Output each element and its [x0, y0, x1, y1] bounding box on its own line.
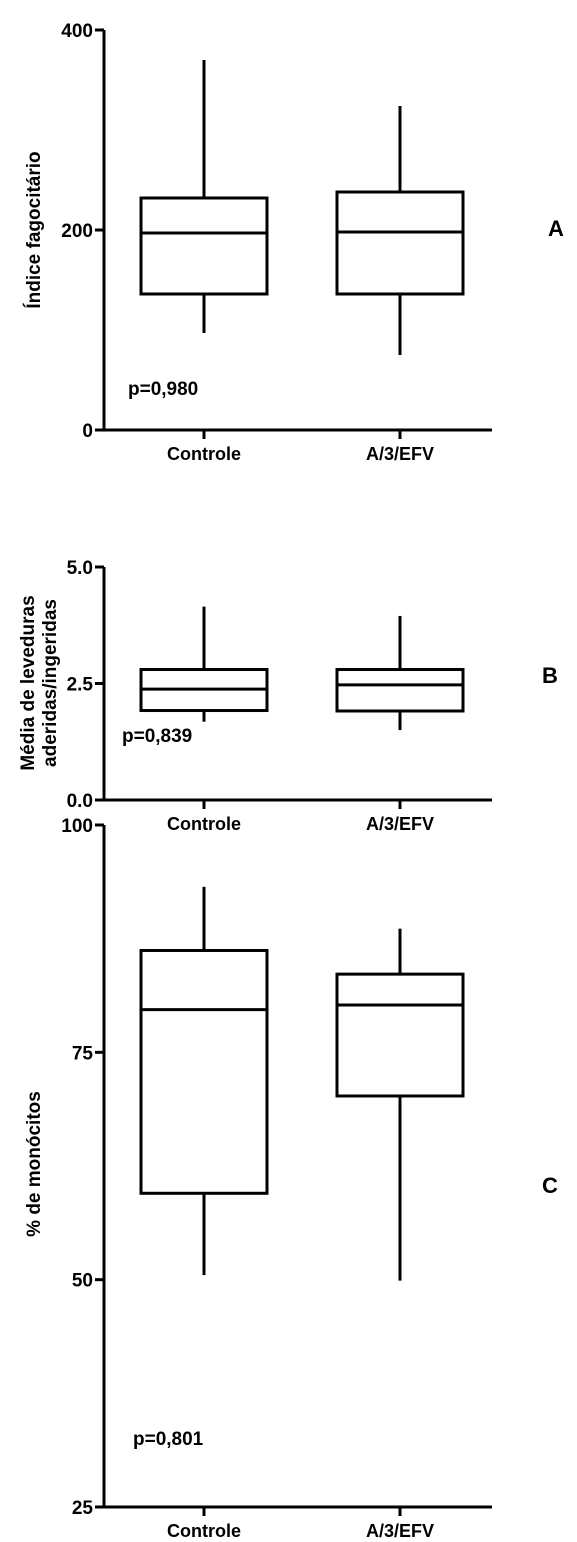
iqr-box [139, 948, 269, 1195]
iqr-box [335, 972, 465, 1098]
y-axis-title: % de monócitos [24, 1091, 45, 1237]
y-tick-label: 200 [61, 221, 93, 242]
y-tick-label: 25 [72, 1498, 94, 1519]
x-tick-label: A/3/EFV [366, 444, 434, 464]
iqr-box [335, 668, 465, 713]
y-tick-label: 100 [61, 816, 93, 837]
box-a3efv [335, 615, 465, 731]
x-tick-label: Controle [167, 1521, 241, 1541]
y-tick-label: 400 [61, 21, 93, 42]
box-a3efv [335, 106, 465, 355]
y-tick-label: 2.5 [67, 675, 94, 696]
y-tick-label: 0.0 [67, 791, 93, 812]
panel-label: B [542, 663, 558, 688]
x-tick-label: Controle [167, 814, 241, 834]
x-tick-label: A/3/EFV [366, 1521, 434, 1541]
y-axis-title-line: aderidas/ingeridas [40, 599, 61, 767]
iqr-box [335, 190, 465, 296]
chart-panel-a: 0 200 400 Controle A/3/EFV Índice fagocitário… [23, 21, 564, 464]
y-axis-title: Índice fagocitário [23, 151, 45, 308]
y-axis-title-line: Média de leveduras [18, 595, 39, 770]
y-tick-label: 75 [72, 1043, 94, 1064]
box-a3efv [335, 928, 465, 1281]
box-controle [139, 606, 269, 722]
panel-label: C [542, 1173, 558, 1198]
y-tick-label: 50 [72, 1271, 93, 1292]
panel-label: A [548, 216, 564, 241]
chart-panel-c: 25 50 75 100 Controle A/3/EFV % de monócitos p=… [24, 816, 558, 1541]
box-controle [139, 886, 269, 1276]
x-tick-label: Controle [167, 444, 241, 464]
box-controle [139, 60, 269, 333]
p-value-annotation: p=0,801 [133, 1429, 204, 1450]
p-value-annotation: p=0,839 [122, 726, 192, 747]
x-tick-label: A/3/EFV [366, 814, 434, 834]
y-tick-label: 0 [82, 421, 93, 442]
p-value-annotation: p=0,980 [128, 379, 198, 400]
iqr-box [139, 196, 269, 296]
y-tick-label: 5.0 [67, 558, 93, 579]
chart-panel-b: 0.0 2.5 5.0 Controle A/3/EFV Média de levedur… [18, 558, 558, 834]
